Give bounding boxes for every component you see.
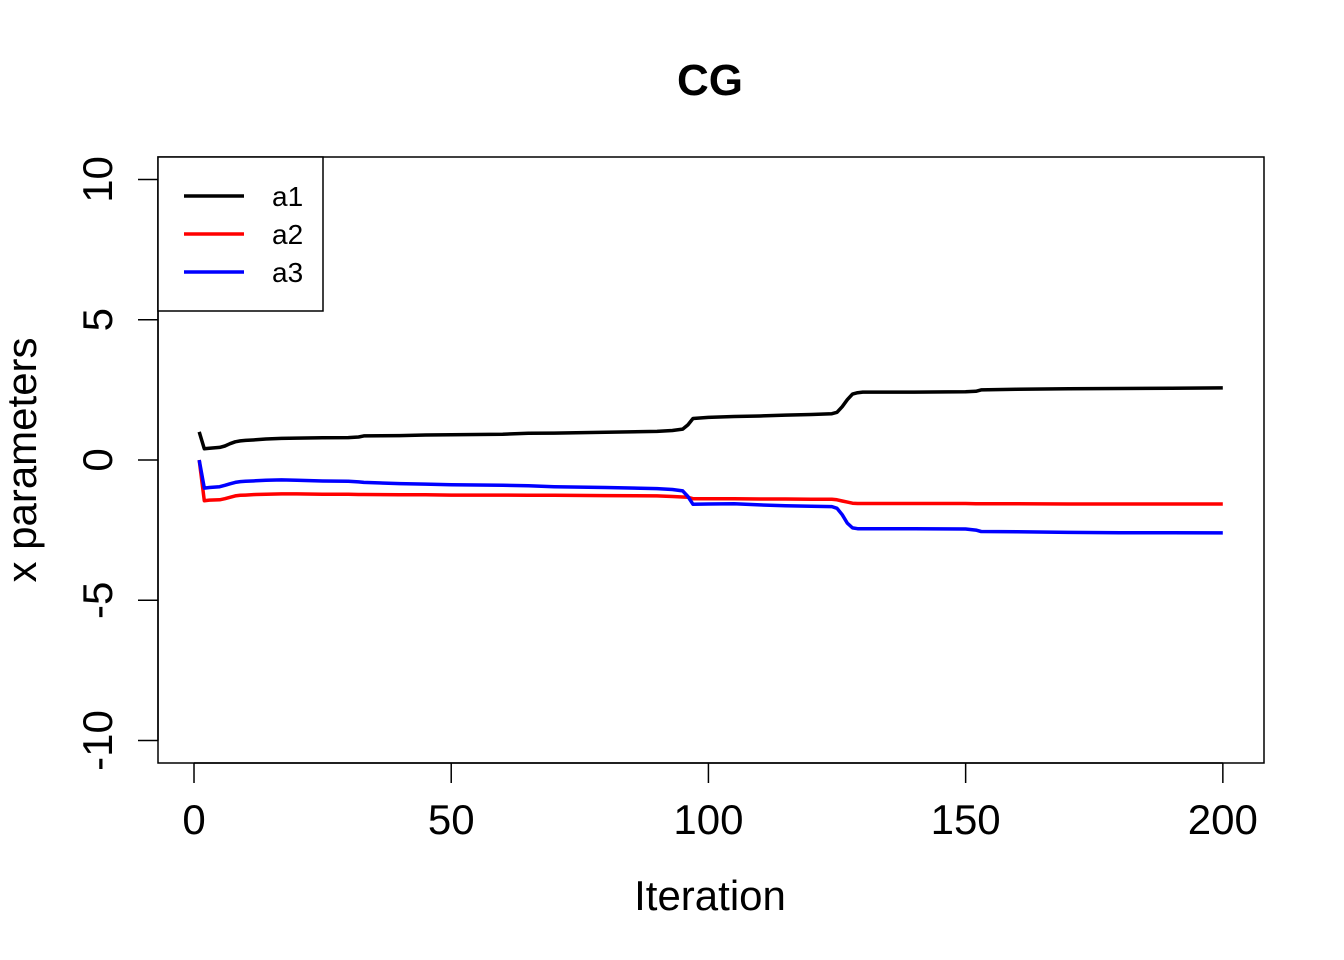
- y-tick-label: 0: [74, 448, 121, 471]
- x-tick-label: 100: [673, 796, 743, 843]
- y-axis: -10 -5 0 5 10: [74, 156, 159, 771]
- y-tick-label: -10: [74, 710, 121, 771]
- x-tick-label: 150: [931, 796, 1001, 843]
- legend: a1 a2 a3: [157, 156, 324, 312]
- plot-area-frame: [157, 156, 1265, 764]
- y-tick-label: 10: [74, 156, 121, 203]
- y-tick-label: -5: [74, 582, 121, 619]
- series-line-a2: [197, 459, 1223, 506]
- x-tick-label: 50: [428, 796, 475, 843]
- x-axis-label: Iteration: [634, 872, 786, 919]
- x-tick-label: 200: [1188, 796, 1258, 843]
- chart-title: CG: [677, 56, 743, 105]
- x-tick-label: 0: [182, 796, 205, 843]
- series-line-a3: [197, 459, 1223, 535]
- x-axis: 0 50 100 150 200: [182, 762, 1258, 843]
- y-tick-label: 5: [74, 308, 121, 331]
- y-axis-label: x parameters: [0, 337, 45, 582]
- series-line-a1: [197, 386, 1223, 451]
- series-layer: [197, 386, 1223, 535]
- legend-label-a2: a2: [272, 219, 303, 250]
- legend-label-a1: a1: [272, 181, 303, 212]
- legend-label-a3: a3: [272, 257, 303, 288]
